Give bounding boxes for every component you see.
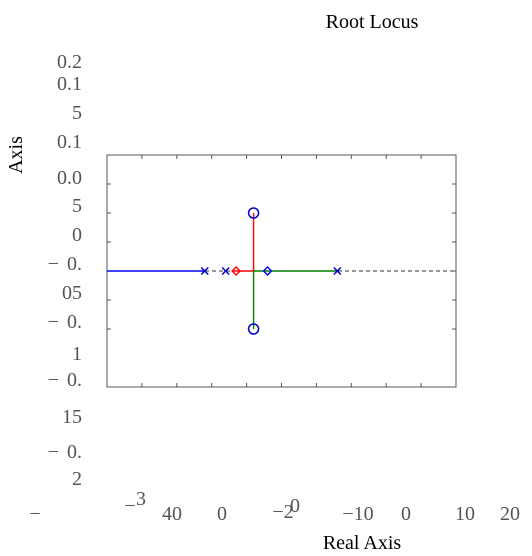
chart-title: Root Locus <box>326 11 419 33</box>
x-tick-labels: − −340 0 −20 −10 0 10 20 <box>29 488 520 525</box>
x-tick-label: 20 <box>500 503 520 525</box>
y-tick-label: − <box>48 441 59 463</box>
x-tick-label: 0 <box>290 495 300 517</box>
pole-marker <box>200 266 209 276</box>
y-tick-label: 1 <box>72 343 82 365</box>
y-tick-label: 0.1 <box>57 73 82 95</box>
y-tick-label: 05 <box>62 282 82 304</box>
y-tick-label: 0.0 <box>57 167 82 189</box>
y-tick-label: 0.1 <box>57 131 82 153</box>
y-tick-label: 5 <box>72 195 82 217</box>
x-tick-label: −10 <box>342 503 373 525</box>
zero-marker <box>247 323 260 335</box>
y-tick-label: 2 <box>72 468 82 490</box>
locus-markers <box>200 207 342 335</box>
x-axis-label: Real Axis <box>323 532 402 554</box>
pole-stroke <box>200 266 209 276</box>
y-tick-label: 15 <box>62 406 82 428</box>
x-tick-label: − <box>29 503 40 525</box>
y-tick-label: 0. <box>67 311 82 333</box>
breakaway-marker <box>262 266 273 276</box>
y-tick-label: 5 <box>72 102 82 124</box>
pole-stroke <box>221 266 230 276</box>
y-tick-label: 0 <box>72 224 82 246</box>
pole-marker <box>221 266 230 276</box>
axis-ticks <box>106 155 457 387</box>
x-tick-label: 0 <box>217 503 227 525</box>
y-tick-label: 0. <box>67 441 82 463</box>
pole-marker <box>333 266 342 276</box>
y-tick-labels: 0.20.150.10.050− 0.05− 0.1− 0.15− 0.2 <box>48 51 82 490</box>
y-tick-label: 0. <box>67 253 82 275</box>
y-axis-label: Axis <box>5 136 27 174</box>
y-tick-label: 0.2 <box>57 51 82 73</box>
x-tick-label: 40 <box>162 503 182 525</box>
locus-branches <box>107 213 338 329</box>
y-tick-label: − <box>48 369 59 391</box>
x-tick-label: −2 <box>272 501 293 523</box>
pole-stroke <box>333 266 342 276</box>
x-tick-label: − <box>124 495 135 517</box>
x-tick-label: 10 <box>455 503 475 525</box>
x-tick-label: 3 <box>136 488 146 510</box>
zero-marker <box>247 207 260 219</box>
x-tick-label: 0 <box>401 503 411 525</box>
breakaway-marker <box>231 266 242 276</box>
y-tick-label: − <box>48 311 59 333</box>
y-tick-label: − <box>48 253 59 275</box>
y-tick-label: 0. <box>67 369 82 391</box>
